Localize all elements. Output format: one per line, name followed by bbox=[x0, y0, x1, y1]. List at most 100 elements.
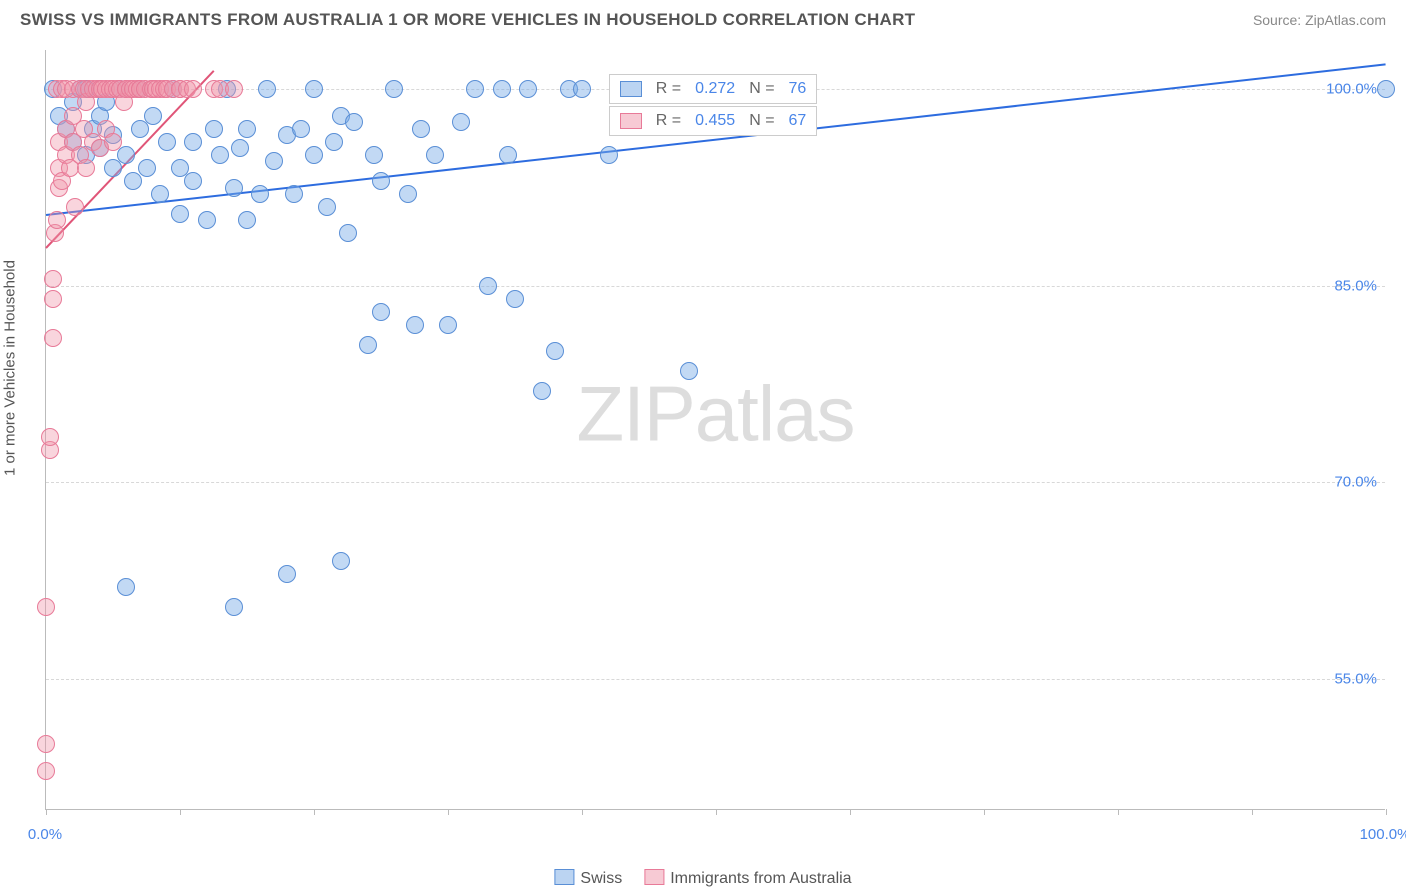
data-point bbox=[345, 113, 363, 131]
data-point bbox=[225, 598, 243, 616]
data-point bbox=[533, 382, 551, 400]
data-point bbox=[292, 120, 310, 138]
chart-container: 1 or more Vehicles in Household ZIPatlas… bbox=[0, 40, 1406, 892]
data-point bbox=[452, 113, 470, 131]
legend-item-swiss: Swiss bbox=[554, 869, 622, 888]
data-point bbox=[466, 80, 484, 98]
data-point bbox=[238, 120, 256, 138]
data-point bbox=[184, 172, 202, 190]
x-tick bbox=[448, 809, 449, 815]
x-tick bbox=[1386, 809, 1387, 815]
stat-chip-blue-icon bbox=[620, 81, 642, 97]
data-point bbox=[225, 80, 243, 98]
data-point bbox=[305, 80, 323, 98]
data-point bbox=[231, 139, 249, 157]
data-point bbox=[406, 316, 424, 334]
data-point bbox=[66, 198, 84, 216]
chart-title: SWISS VS IMMIGRANTS FROM AUSTRALIA 1 OR … bbox=[20, 10, 915, 30]
data-point bbox=[359, 336, 377, 354]
data-point bbox=[104, 133, 122, 151]
data-point bbox=[519, 80, 537, 98]
x-tick-label: 100.0% bbox=[1360, 826, 1406, 843]
x-tick bbox=[1118, 809, 1119, 815]
data-point bbox=[546, 342, 564, 360]
legend-chip-pink-icon bbox=[644, 869, 664, 885]
data-point bbox=[131, 120, 149, 138]
x-tick bbox=[716, 809, 717, 815]
data-point bbox=[124, 172, 142, 190]
data-point bbox=[44, 290, 62, 308]
data-point bbox=[385, 80, 403, 98]
data-point bbox=[171, 205, 189, 223]
data-point bbox=[258, 80, 276, 98]
data-point bbox=[37, 598, 55, 616]
data-point bbox=[278, 565, 296, 583]
data-point bbox=[104, 159, 122, 177]
data-point bbox=[285, 185, 303, 203]
data-point bbox=[238, 211, 256, 229]
y-tick-label: 70.0% bbox=[1334, 474, 1377, 491]
data-point bbox=[44, 329, 62, 347]
y-tick-label: 100.0% bbox=[1326, 81, 1377, 98]
data-point bbox=[506, 290, 524, 308]
data-point bbox=[412, 120, 430, 138]
data-point bbox=[372, 303, 390, 321]
data-point bbox=[600, 146, 618, 164]
data-point bbox=[365, 146, 383, 164]
data-point bbox=[251, 185, 269, 203]
data-point bbox=[184, 133, 202, 151]
data-point bbox=[225, 179, 243, 197]
data-point bbox=[325, 133, 343, 151]
plot-area: ZIPatlas 55.0% 70.0% 85.0% 100.0% R =0.272N … bbox=[45, 50, 1385, 810]
y-tick-label: 55.0% bbox=[1334, 670, 1377, 687]
data-point bbox=[399, 185, 417, 203]
data-point bbox=[158, 133, 176, 151]
data-point bbox=[144, 107, 162, 125]
data-point bbox=[332, 552, 350, 570]
data-point bbox=[573, 80, 591, 98]
data-point bbox=[305, 146, 323, 164]
data-point bbox=[211, 146, 229, 164]
data-point bbox=[426, 146, 444, 164]
stat-box-blue: R =0.272N =76 bbox=[609, 74, 818, 104]
chart-source: Source: ZipAtlas.com bbox=[1253, 12, 1386, 28]
x-tick bbox=[850, 809, 851, 815]
data-point bbox=[198, 211, 216, 229]
data-point bbox=[499, 146, 517, 164]
data-point bbox=[37, 762, 55, 780]
gridline bbox=[46, 482, 1385, 483]
data-point bbox=[48, 211, 66, 229]
data-point bbox=[44, 270, 62, 288]
legend-item-immigrants: Immigrants from Australia bbox=[644, 869, 851, 888]
legend-bottom: Swiss Immigrants from Australia bbox=[554, 869, 851, 888]
data-point bbox=[493, 80, 511, 98]
data-point bbox=[339, 224, 357, 242]
y-axis-label: 1 or more Vehicles in Household bbox=[2, 456, 19, 476]
watermark: ZIPatlas bbox=[576, 369, 854, 460]
legend-chip-blue-icon bbox=[554, 869, 574, 885]
x-tick bbox=[180, 809, 181, 815]
x-tick-label: 0.0% bbox=[28, 826, 62, 843]
data-point bbox=[184, 80, 202, 98]
data-point bbox=[151, 185, 169, 203]
gridline bbox=[46, 286, 1385, 287]
stat-chip-pink-icon bbox=[620, 113, 642, 129]
x-tick bbox=[46, 809, 47, 815]
gridline bbox=[46, 679, 1385, 680]
x-tick bbox=[582, 809, 583, 815]
data-point bbox=[117, 146, 135, 164]
x-tick bbox=[984, 809, 985, 815]
data-point bbox=[77, 159, 95, 177]
data-point bbox=[318, 198, 336, 216]
data-point bbox=[265, 152, 283, 170]
data-point bbox=[1377, 80, 1395, 98]
data-point bbox=[680, 362, 698, 380]
data-point bbox=[372, 172, 390, 190]
x-tick bbox=[1252, 809, 1253, 815]
stat-box-pink: R =0.455N =67 bbox=[609, 106, 818, 136]
data-point bbox=[439, 316, 457, 334]
y-tick-label: 85.0% bbox=[1334, 277, 1377, 294]
data-point bbox=[37, 735, 55, 753]
data-point bbox=[205, 120, 223, 138]
data-point bbox=[138, 159, 156, 177]
